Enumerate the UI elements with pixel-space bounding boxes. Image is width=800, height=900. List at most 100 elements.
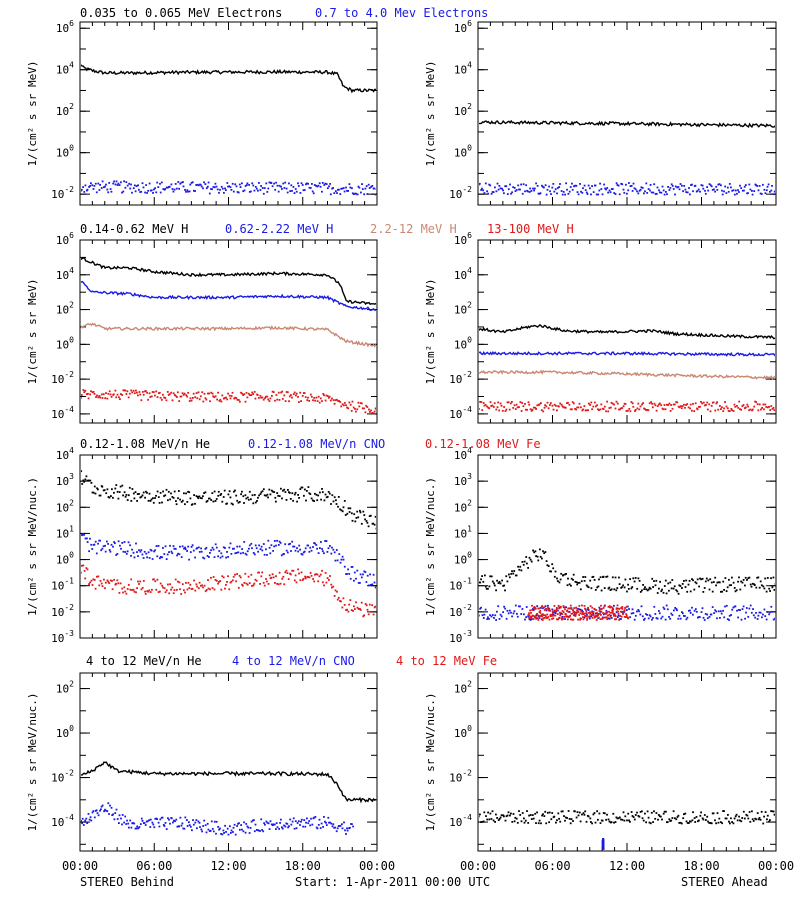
data-point <box>621 407 624 409</box>
data-point <box>708 616 711 618</box>
data-point <box>592 405 595 408</box>
data-point <box>164 188 167 190</box>
y-tick-label: 102 <box>56 680 74 696</box>
data-point <box>571 612 574 615</box>
data-point <box>336 559 339 562</box>
data-point <box>500 404 503 407</box>
data-point <box>362 510 365 513</box>
data-point <box>340 558 343 561</box>
data-point <box>556 609 559 612</box>
data-point <box>265 548 267 551</box>
data-point <box>630 811 633 813</box>
data-point <box>178 825 181 828</box>
data-point <box>730 817 732 820</box>
data-point <box>567 618 569 621</box>
data-point <box>109 393 112 396</box>
data-point <box>287 489 289 491</box>
data-point <box>639 405 642 408</box>
data-point <box>675 401 678 403</box>
data-point <box>538 607 540 610</box>
data-point <box>603 405 606 408</box>
data-point <box>731 409 733 412</box>
data-point <box>202 400 205 403</box>
data-point <box>769 590 771 592</box>
data-point <box>541 814 543 817</box>
data-point <box>254 397 257 400</box>
data-point <box>602 840 605 842</box>
data-point <box>170 391 173 394</box>
data-point <box>344 829 346 832</box>
data-point <box>577 582 580 584</box>
data-point <box>191 544 194 547</box>
data-point <box>539 615 542 617</box>
data-point <box>676 609 678 612</box>
data-point <box>608 407 611 409</box>
data-point <box>511 191 513 194</box>
data-point <box>610 606 613 608</box>
data-point <box>637 402 640 405</box>
data-point <box>262 830 265 833</box>
data-point <box>91 548 94 550</box>
data-point <box>196 496 199 498</box>
data-point <box>534 608 537 610</box>
data-point <box>141 391 144 393</box>
data-point <box>238 183 241 186</box>
data-point <box>107 191 110 194</box>
data-point <box>325 394 328 397</box>
data-point <box>115 396 118 399</box>
data-point <box>602 607 605 609</box>
data-point <box>306 490 308 492</box>
data-point <box>91 811 94 814</box>
data-point <box>554 188 557 191</box>
data-point <box>600 403 603 406</box>
data-point <box>770 189 773 192</box>
legend-he-low: 0.12-1.08 MeV/n He <box>80 437 210 451</box>
data-point <box>541 613 544 616</box>
data-point <box>127 584 130 586</box>
data-point <box>673 609 675 612</box>
data-point <box>561 810 564 813</box>
data-point <box>222 496 225 498</box>
data-point <box>529 609 531 612</box>
data-point <box>268 828 271 830</box>
series-line <box>479 369 775 381</box>
data-point <box>308 186 311 189</box>
data-point <box>113 180 115 183</box>
data-point <box>113 491 115 494</box>
data-point <box>589 605 592 607</box>
data-point <box>552 617 555 620</box>
data-point <box>362 615 365 618</box>
data-point <box>343 821 345 824</box>
data-point <box>590 614 593 616</box>
data-point <box>319 397 322 400</box>
data-point <box>290 550 292 552</box>
data-point <box>605 410 607 413</box>
y-tick-label: 100 <box>56 724 74 740</box>
data-point <box>258 494 260 497</box>
data-point <box>351 187 353 190</box>
data-point <box>621 606 624 608</box>
data-point <box>307 544 309 547</box>
data-point <box>218 828 220 831</box>
data-point <box>159 492 162 494</box>
data-point <box>524 408 527 411</box>
data-point <box>213 490 216 493</box>
data-point <box>511 570 513 573</box>
data-point <box>187 581 190 584</box>
data-point <box>343 500 346 502</box>
data-point <box>653 402 656 405</box>
data-point <box>710 613 713 616</box>
data-point <box>195 184 198 186</box>
data-point <box>626 616 629 619</box>
data-point <box>599 408 602 411</box>
plot-frame <box>79 21 378 206</box>
series-group <box>479 324 775 413</box>
data-point <box>233 823 236 826</box>
data-point <box>176 396 178 398</box>
data-point <box>507 188 510 191</box>
data-point <box>170 817 173 820</box>
data-point <box>211 392 214 395</box>
data-point <box>749 583 752 586</box>
y-tick-label: 102 <box>56 102 74 118</box>
data-point <box>326 495 329 498</box>
